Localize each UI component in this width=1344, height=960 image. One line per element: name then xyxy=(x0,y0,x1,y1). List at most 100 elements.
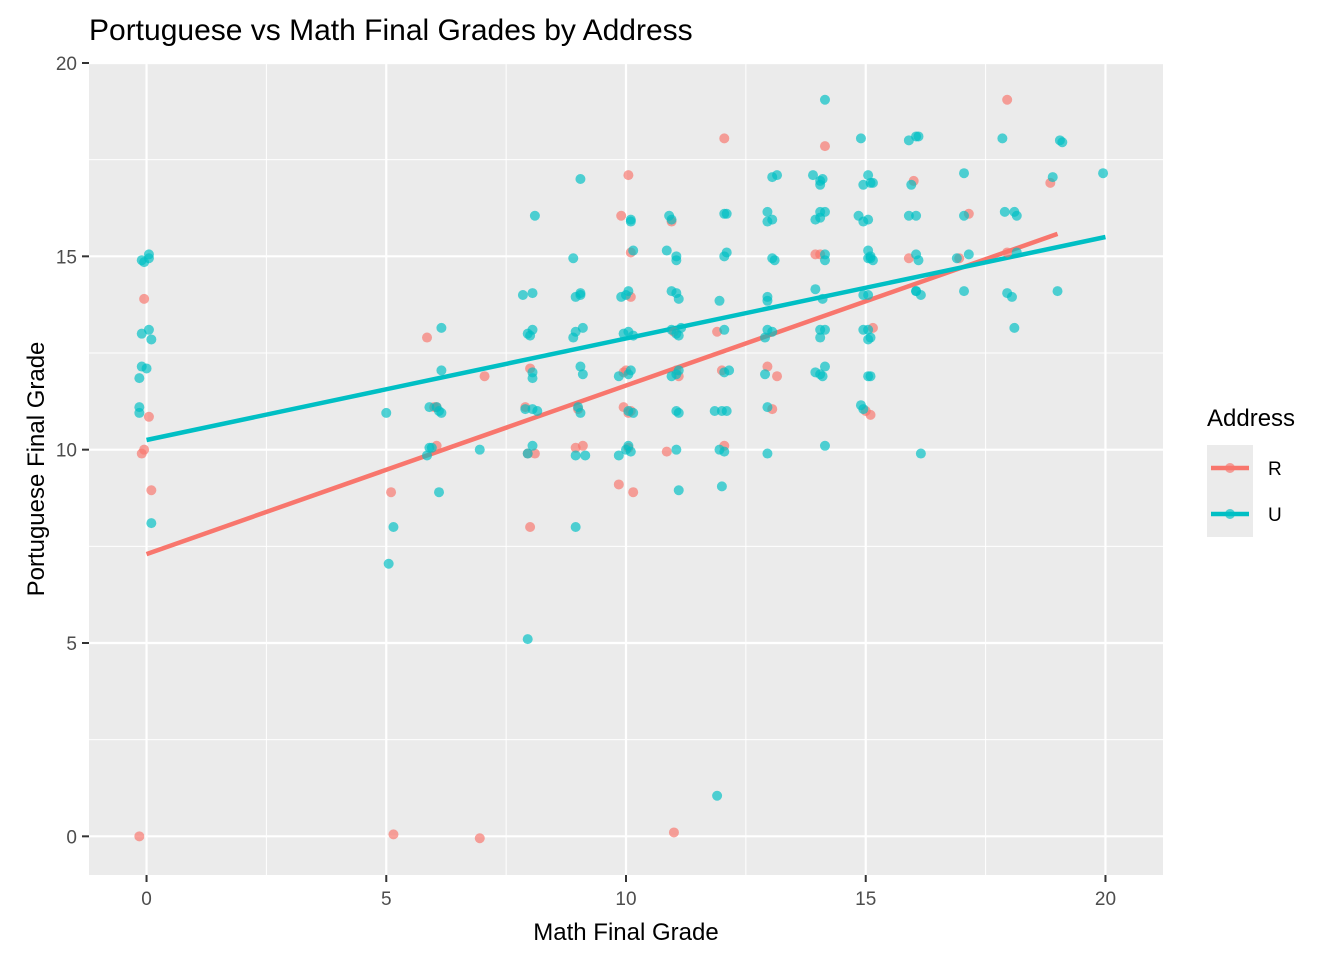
point-R xyxy=(623,170,634,181)
point-U xyxy=(906,179,917,190)
point-U xyxy=(863,170,874,181)
point-U xyxy=(141,363,152,374)
point-U xyxy=(383,558,394,569)
point-U xyxy=(959,210,970,221)
point-U xyxy=(661,245,672,256)
point-U xyxy=(625,365,636,376)
point-U xyxy=(865,371,876,382)
point-U xyxy=(819,324,830,335)
point-U xyxy=(863,290,874,300)
point-U xyxy=(951,253,962,264)
point-U xyxy=(867,177,878,188)
y-tick-label: 10 xyxy=(56,441,77,462)
point-U xyxy=(143,324,154,335)
point-U xyxy=(721,406,732,416)
point-R xyxy=(772,371,783,382)
point-R xyxy=(628,487,639,498)
x-tick-label: 20 xyxy=(1095,889,1116,910)
point-R xyxy=(1002,94,1013,105)
point-R xyxy=(422,332,433,343)
point-U xyxy=(815,179,826,190)
point-U xyxy=(673,407,684,418)
point-U xyxy=(999,206,1010,217)
point-U xyxy=(436,322,447,333)
point-R xyxy=(146,485,157,496)
point-U xyxy=(863,334,874,345)
point-U xyxy=(628,407,639,418)
data-points xyxy=(134,94,1109,844)
point-R xyxy=(386,487,397,498)
point-U xyxy=(760,332,771,343)
point-U xyxy=(911,286,922,297)
point-U xyxy=(819,440,830,451)
point-U xyxy=(623,286,634,297)
point-U xyxy=(772,170,783,181)
point-U xyxy=(913,255,924,266)
y-tick-label: 0 xyxy=(66,827,77,848)
point-U xyxy=(575,288,586,299)
point-R xyxy=(479,371,490,382)
point-U xyxy=(671,444,682,455)
point-U xyxy=(863,324,874,335)
point-U xyxy=(767,214,778,225)
point-U xyxy=(134,407,145,418)
point-U xyxy=(911,210,922,221)
point-U xyxy=(532,406,543,416)
point-U xyxy=(422,450,433,461)
point-U xyxy=(712,790,723,801)
point-U xyxy=(858,404,869,415)
point-U xyxy=(719,367,730,378)
point-R xyxy=(388,829,399,840)
point-R xyxy=(577,440,588,451)
point-R xyxy=(613,479,624,490)
point-U xyxy=(673,485,684,496)
point-U xyxy=(1011,247,1022,258)
point-U xyxy=(721,247,732,258)
point-U xyxy=(762,402,773,413)
point-R xyxy=(139,293,150,304)
point-U xyxy=(525,330,536,341)
point-U xyxy=(903,210,914,221)
tick-labels: 0 5 10 15 20 0 5 10 15 20 xyxy=(56,54,1116,910)
point-U xyxy=(522,448,533,459)
point-U xyxy=(436,365,447,376)
point-U xyxy=(963,249,974,260)
point-U xyxy=(143,249,154,260)
point-U xyxy=(527,367,538,378)
legend-point-U xyxy=(1225,509,1235,519)
point-R xyxy=(719,133,730,144)
x-axis-title: Math Final Grade xyxy=(533,919,718,946)
point-U xyxy=(666,214,677,225)
point-U xyxy=(714,295,725,306)
point-U xyxy=(146,518,157,529)
point-U xyxy=(580,450,591,461)
point-U xyxy=(613,371,624,382)
point-U xyxy=(719,446,730,457)
point-U xyxy=(1098,168,1109,179)
point-U xyxy=(388,522,399,532)
point-U xyxy=(628,245,639,256)
point-U xyxy=(575,407,586,418)
point-R xyxy=(661,446,672,457)
point-U xyxy=(570,450,581,461)
point-U xyxy=(625,446,636,457)
y-axis-title: Portuguese Final Grade xyxy=(23,342,50,597)
point-R xyxy=(143,411,154,422)
point-U xyxy=(1011,210,1022,221)
point-R xyxy=(1002,247,1013,258)
point-U xyxy=(570,522,581,532)
x-tick-label: 5 xyxy=(381,889,392,910)
point-U xyxy=(1052,286,1063,297)
point-R xyxy=(525,522,536,532)
point-U xyxy=(815,212,826,223)
point-U xyxy=(865,253,876,264)
point-R xyxy=(616,210,627,221)
point-U xyxy=(628,330,639,341)
y-tick-label: 20 xyxy=(56,54,77,75)
point-U xyxy=(915,448,926,459)
point-U xyxy=(959,286,970,297)
point-U xyxy=(997,133,1008,144)
point-U xyxy=(146,334,157,345)
point-R xyxy=(474,833,485,844)
point-R xyxy=(819,141,830,152)
